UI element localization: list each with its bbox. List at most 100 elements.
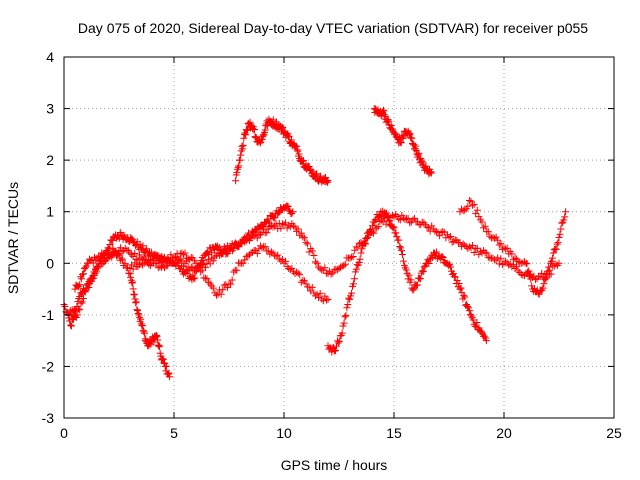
data-point — [377, 111, 385, 119]
data-point — [503, 244, 511, 252]
data-point — [473, 206, 481, 214]
data-point — [170, 254, 178, 262]
data-point — [313, 170, 321, 178]
data-point — [128, 279, 136, 287]
data-point — [439, 254, 447, 262]
data-point — [299, 160, 307, 168]
data-point — [219, 286, 227, 294]
data-point — [209, 284, 217, 292]
data-point — [274, 251, 282, 259]
y-tick-label: 2 — [46, 152, 54, 168]
data-point — [102, 248, 110, 256]
data-point — [81, 288, 89, 296]
data-point — [289, 208, 297, 216]
data-point — [162, 256, 170, 264]
data-point — [307, 287, 315, 295]
data-point — [523, 260, 531, 268]
data-point — [396, 242, 404, 250]
data-point — [385, 117, 393, 125]
data-point — [113, 250, 121, 258]
data-point — [217, 290, 225, 298]
y-tick-label: -1 — [42, 307, 55, 323]
data-point — [555, 259, 563, 267]
data-point — [349, 280, 357, 288]
data-point — [83, 281, 91, 289]
data-point — [409, 286, 417, 294]
data-point — [416, 275, 424, 283]
data-point — [538, 269, 546, 277]
data-point — [337, 263, 345, 271]
data-point — [233, 266, 241, 274]
data-point — [234, 163, 242, 171]
data-point — [197, 268, 205, 276]
data-point — [332, 347, 340, 355]
data-point — [78, 275, 86, 283]
data-point — [461, 206, 469, 214]
data-point — [154, 342, 162, 350]
data-point — [271, 214, 279, 222]
data-point — [481, 249, 489, 257]
data-point — [483, 249, 491, 257]
data-point — [549, 249, 557, 257]
data-point — [419, 267, 427, 275]
data-point — [412, 142, 420, 150]
data-point — [259, 131, 267, 139]
data-point — [68, 322, 76, 330]
data-point — [387, 122, 395, 130]
data-point — [313, 290, 321, 298]
data-point — [203, 275, 211, 283]
data-point — [406, 130, 414, 138]
data-point — [505, 261, 513, 269]
data-point — [255, 245, 263, 253]
data-point — [291, 223, 299, 231]
data-point — [200, 261, 208, 269]
data-point — [395, 236, 403, 244]
data-point — [130, 290, 138, 298]
data-point — [73, 311, 81, 319]
data-point — [95, 263, 103, 271]
data-point — [288, 264, 296, 272]
y-tick-label: 3 — [46, 101, 54, 117]
data-point — [410, 285, 418, 293]
data-point — [548, 254, 556, 262]
data-point — [338, 329, 346, 337]
data-point — [61, 302, 69, 310]
data-point — [352, 265, 360, 273]
data-point — [106, 251, 114, 259]
data-point — [414, 281, 422, 289]
data-point — [379, 107, 387, 115]
data-point — [358, 245, 366, 253]
y-tick-label: 1 — [46, 204, 54, 220]
data-point — [126, 249, 134, 257]
data-point — [473, 244, 481, 252]
data-point — [244, 126, 252, 134]
data-point — [456, 239, 464, 247]
data-point — [264, 247, 272, 255]
series-track-f — [324, 207, 490, 356]
data-point — [341, 260, 349, 268]
data-point — [126, 264, 134, 272]
data-point — [206, 280, 214, 288]
data-point — [284, 133, 292, 141]
data-point — [495, 241, 503, 249]
data-point — [475, 250, 483, 258]
data-point — [497, 255, 505, 263]
data-point — [209, 257, 217, 265]
data-point — [146, 256, 154, 264]
data-point — [129, 278, 137, 286]
data-point — [139, 326, 147, 334]
data-point — [293, 142, 301, 150]
data-point — [555, 234, 563, 241]
data-point — [133, 306, 141, 314]
data-point — [342, 312, 350, 320]
data-point — [205, 255, 213, 263]
data-point — [425, 224, 433, 232]
data-point — [156, 349, 164, 357]
data-point — [520, 271, 528, 279]
data-point — [239, 259, 247, 267]
data-point — [240, 134, 248, 142]
data-point — [368, 222, 376, 230]
data-point — [404, 215, 412, 223]
data-point — [432, 228, 440, 236]
